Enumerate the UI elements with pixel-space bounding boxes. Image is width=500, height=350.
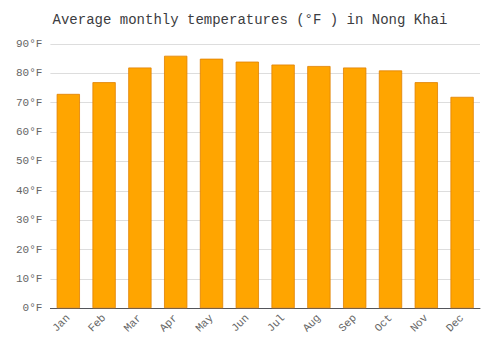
svg-text:May: May: [193, 312, 216, 335]
svg-text:Average monthly temperatures (: Average monthly temperatures (°F ) in No…: [53, 12, 448, 28]
svg-text:80°F: 80°F: [16, 67, 42, 79]
svg-text:0°F: 0°F: [23, 302, 43, 314]
svg-text:Jun: Jun: [229, 312, 251, 334]
svg-text:30°F: 30°F: [16, 214, 42, 226]
svg-text:90°F: 90°F: [16, 38, 42, 50]
svg-text:50°F: 50°F: [16, 155, 42, 167]
svg-text:Oct: Oct: [372, 312, 394, 334]
svg-text:Aug: Aug: [301, 312, 323, 334]
svg-text:Nov: Nov: [408, 312, 431, 335]
svg-text:Jan: Jan: [50, 312, 72, 334]
svg-text:Feb: Feb: [86, 312, 108, 334]
svg-text:Jul: Jul: [265, 312, 287, 334]
svg-text:Mar: Mar: [122, 312, 144, 334]
svg-text:70°F: 70°F: [16, 97, 42, 109]
svg-text:20°F: 20°F: [16, 244, 42, 256]
svg-text:Dec: Dec: [444, 312, 466, 334]
svg-text:60°F: 60°F: [16, 126, 42, 138]
svg-text:10°F: 10°F: [16, 273, 42, 285]
svg-text:Apr: Apr: [157, 312, 179, 334]
svg-text:40°F: 40°F: [16, 185, 42, 197]
svg-text:Sep: Sep: [336, 312, 358, 334]
